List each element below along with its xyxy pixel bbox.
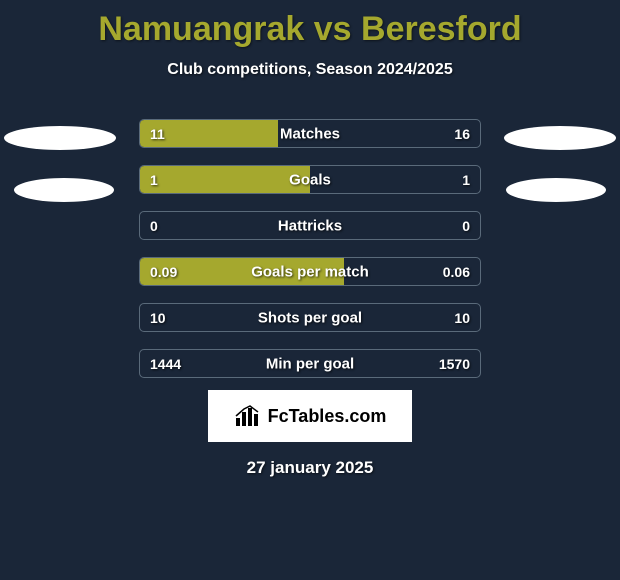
- stat-label: Goals per match: [251, 263, 369, 280]
- stat-label: Matches: [280, 125, 340, 142]
- stat-row-goals: 1 Goals 1: [139, 165, 481, 194]
- stat-right-value: 1570: [439, 356, 470, 372]
- stat-right-value: 10: [454, 310, 470, 326]
- stat-fill-left: [140, 166, 310, 193]
- stat-right-value: 1: [462, 172, 470, 188]
- team-right-placeholder-2: [506, 178, 606, 202]
- stat-row-goals-per-match: 0.09 Goals per match 0.06: [139, 257, 481, 286]
- team-left-placeholder-1: [4, 126, 116, 150]
- stat-left-value: 1444: [150, 356, 181, 372]
- stat-left-value: 0.09: [150, 264, 177, 280]
- stat-left-value: 11: [150, 126, 165, 142]
- stat-right-value: 0.06: [443, 264, 470, 280]
- stat-left-value: 0: [150, 218, 158, 234]
- fctables-logo: FcTables.com: [208, 390, 412, 442]
- page-title: Namuangrak vs Beresford: [0, 0, 620, 49]
- stat-row-min-per-goal: 1444 Min per goal 1570: [139, 349, 481, 378]
- stat-row-matches: 11 Matches 16: [139, 119, 481, 148]
- stat-label: Goals: [289, 171, 331, 188]
- date-line: 27 january 2025: [0, 458, 620, 478]
- stat-label: Min per goal: [266, 355, 354, 372]
- stat-left-value: 10: [150, 310, 166, 326]
- stat-right-value: 0: [462, 218, 470, 234]
- team-left-placeholder-2: [14, 178, 114, 202]
- stat-row-shots-per-goal: 10 Shots per goal 10: [139, 303, 481, 332]
- stat-label: Hattricks: [278, 217, 342, 234]
- logo-text: FcTables.com: [268, 406, 387, 427]
- team-right-placeholder-1: [504, 126, 616, 150]
- stats-container: 11 Matches 16 1 Goals 1 0 Hattricks 0 0.…: [139, 119, 481, 378]
- stat-left-value: 1: [150, 172, 158, 188]
- stat-label: Shots per goal: [258, 309, 362, 326]
- subtitle: Club competitions, Season 2024/2025: [0, 61, 620, 79]
- stat-row-hattricks: 0 Hattricks 0: [139, 211, 481, 240]
- stat-right-value: 16: [454, 126, 470, 142]
- bar-chart-icon: [234, 404, 264, 428]
